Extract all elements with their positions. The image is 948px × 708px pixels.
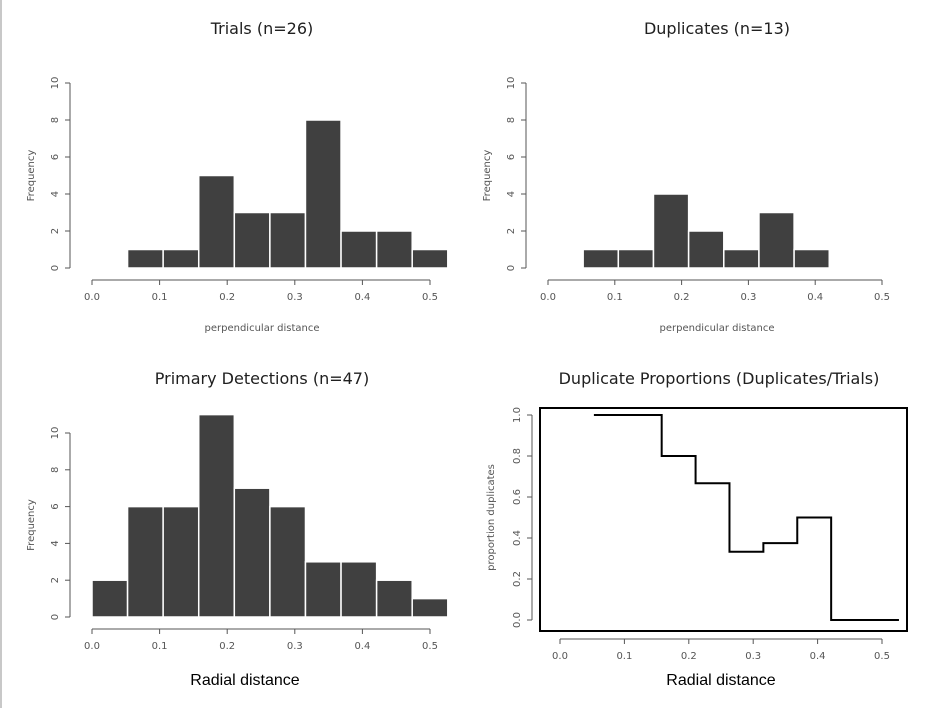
histogram-bar: [617, 248, 655, 269]
histogram-bar: [758, 211, 795, 269]
x-tick-label: 0.2: [674, 292, 690, 303]
y-tick-label: 0.6: [512, 489, 523, 505]
chart-title: Duplicates (n=13): [644, 19, 790, 38]
x-tick-label: 0.2: [681, 651, 697, 662]
step-line: [593, 414, 899, 621]
y-tick-label: 0: [50, 614, 61, 620]
chart-title: Duplicate Proportions (Duplicates/Trials…: [559, 369, 880, 388]
x-tick-label: 0.2: [219, 292, 235, 303]
x-tick-label: 0.3: [740, 292, 756, 303]
y-tick-label: 6: [50, 503, 61, 509]
x-axis-label: perpendicular distance: [660, 323, 775, 334]
plot-frame: [539, 407, 908, 632]
x-tick-label: 0.4: [354, 641, 370, 652]
x-tick-label: 0.5: [422, 292, 438, 303]
histogram-bar: [162, 248, 200, 269]
y-axis-label: Frequency: [26, 150, 37, 202]
histogram-bar: [233, 211, 271, 269]
x-tick-label: 0.0: [84, 292, 100, 303]
y-tick-label: 2: [50, 577, 61, 583]
y-axis-label: Frequency: [26, 499, 37, 551]
y-tick-label: 0.4: [512, 530, 523, 546]
x-tick-label: 0.1: [152, 292, 168, 303]
x-tick-label: 0.3: [745, 651, 761, 662]
histogram-bar: [269, 211, 307, 269]
histogram-bar: [723, 248, 760, 269]
y-tick-label: 10: [506, 77, 517, 90]
x-tick-label: 0.1: [607, 292, 623, 303]
x-tick-label: 0.4: [807, 292, 823, 303]
chart-panel-1: Trials (n=26) 0.0 0.1 0.2 0.3 0.4 0.5 0 2 4 6 8 10 Fr…: [26, 19, 449, 334]
histogram-bar: [162, 505, 200, 618]
x-tick-label: 0.0: [540, 292, 556, 303]
chart-title: Trials (n=26): [210, 19, 314, 38]
histogram-bar: [340, 561, 378, 618]
histogram-bar: [269, 505, 307, 618]
x-tick-label: 0.0: [552, 651, 568, 662]
x-tick-label: 0.3: [287, 292, 303, 303]
histogram-bar: [197, 413, 236, 618]
chart-panel-3: Primary Detections (n=47) 0.0 0.1 0.2 0.3 0.4…: [26, 369, 449, 689]
x-tick-label: 0.5: [874, 651, 890, 662]
y-tick-label: 2: [506, 228, 517, 234]
y-tick-label: 8: [50, 117, 61, 123]
x-axis-label: perpendicular distance: [205, 323, 320, 334]
y-tick-label: 0.2: [512, 571, 523, 587]
y-tick-label: 10: [50, 427, 61, 440]
histogram-bar: [375, 230, 413, 269]
y-tick-label: 4: [50, 540, 61, 546]
histogram-bar: [582, 248, 620, 269]
x-tick-label: 0.3: [287, 641, 303, 652]
chart-panel-4: Duplicate Proportions (Duplicates/Trials…: [486, 369, 908, 689]
histogram-bar: [126, 248, 164, 269]
x-tick-label: 0.0: [84, 641, 100, 652]
y-tick-label: 1.0: [512, 407, 523, 423]
chart-title: Primary Detections (n=47): [155, 369, 369, 388]
y-tick-label: 0.0: [512, 612, 523, 628]
histogram-bar: [91, 579, 129, 618]
x-tick-label: 0.1: [616, 651, 632, 662]
y-axis-label: proportion duplicates: [486, 464, 497, 571]
x-tick-label: 0.2: [219, 641, 235, 652]
histogram-bar: [411, 597, 449, 618]
x-tick-label: 0.4: [810, 651, 826, 662]
x-tick-label: 0.5: [422, 641, 438, 652]
y-tick-label: 0.8: [512, 448, 523, 464]
y-axis-label: Frequency: [482, 150, 493, 202]
histogram-bar: [687, 230, 725, 269]
y-tick-label: 10: [50, 77, 61, 90]
histogram-bar: [304, 561, 342, 618]
histogram-bar: [375, 579, 413, 618]
x-tick-label: 0.5: [874, 292, 890, 303]
histogram-bar: [411, 248, 449, 269]
y-tick-label: 4: [50, 191, 61, 197]
histogram-bar: [793, 248, 831, 269]
histogram-bar: [652, 193, 690, 269]
x-axis-label: Radial distance: [666, 672, 776, 689]
chart-panel-2: Duplicates (n=13) 0.0 0.1 0.2 0.3 0.4 0.5 0 2 4 6 8…: [482, 19, 890, 334]
y-tick-label: 0: [50, 265, 61, 271]
y-tick-label: 8: [506, 117, 517, 123]
histogram-bar: [126, 505, 164, 618]
y-tick-label: 4: [506, 191, 517, 197]
y-tick-label: 6: [50, 154, 61, 160]
histogram-bar: [233, 487, 271, 618]
y-tick-label: 0: [506, 265, 517, 271]
left-border-line: [0, 0, 2, 708]
y-tick-label: 2: [50, 228, 61, 234]
x-axis-label: Radial distance: [190, 672, 300, 689]
y-tick-label: 6: [506, 154, 517, 160]
histogram-bar: [340, 230, 378, 269]
x-tick-label: 0.1: [152, 641, 168, 652]
x-tick-label: 0.4: [354, 292, 370, 303]
histogram-bar: [304, 119, 342, 269]
histogram-bar: [197, 174, 236, 269]
y-tick-label: 8: [50, 467, 61, 473]
